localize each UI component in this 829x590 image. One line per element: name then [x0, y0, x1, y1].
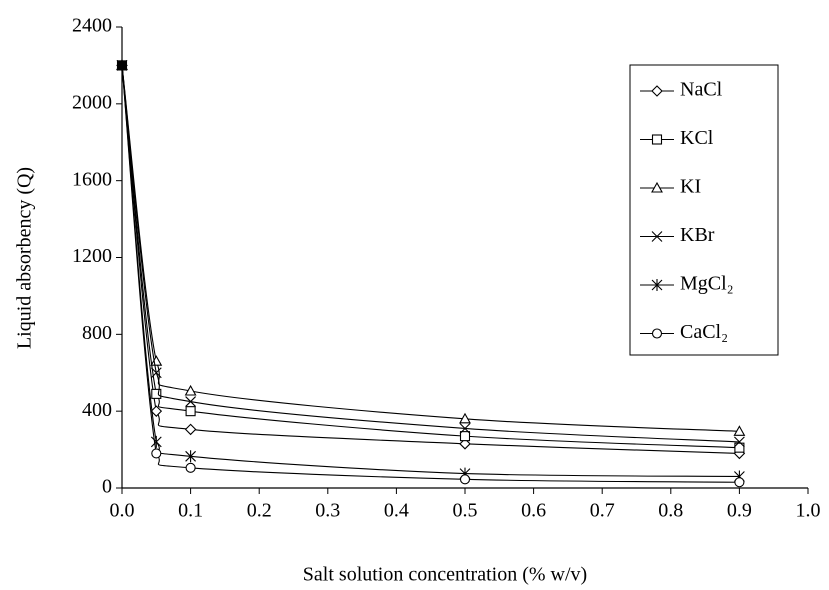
- marker: [459, 438, 471, 450]
- origin-marker: [117, 60, 127, 71]
- marker: [150, 435, 162, 448]
- x-tick-label: 0.1: [178, 500, 203, 522]
- marker: [150, 355, 163, 366]
- x-axis-label: Salt solution concentration (% w/v): [303, 564, 587, 586]
- marker: [651, 134, 663, 145]
- legend-label: NaCl: [680, 79, 723, 101]
- y-tick-label: 0: [102, 476, 112, 498]
- x-tick-label: 0.7: [590, 500, 615, 522]
- y-tick-label: 1200: [72, 245, 112, 267]
- marker: [184, 423, 197, 436]
- marker: [734, 442, 745, 453]
- marker: [651, 279, 663, 291]
- marker: [185, 396, 196, 407]
- marker: [185, 406, 196, 417]
- x-tick-label: 0.5: [453, 500, 478, 522]
- x-tick-label: 0.2: [247, 500, 272, 522]
- legend-label: KBr: [680, 224, 715, 246]
- marker: [733, 425, 746, 436]
- legend: NaCl KCl KI KBr MgCl₂ CaCl₂: [629, 64, 779, 356]
- series-line: [121, 65, 740, 432]
- marker: [651, 181, 663, 193]
- series-line: [121, 65, 740, 454]
- series-line: [121, 65, 740, 443]
- marker: [459, 412, 471, 424]
- series-line: [121, 65, 740, 483]
- marker: [459, 431, 471, 442]
- x-tick-label: 0.3: [315, 500, 340, 522]
- legend-label: KCl: [680, 127, 714, 149]
- y-tick-label: 800: [82, 322, 112, 344]
- marker: [151, 448, 162, 459]
- marker: [185, 462, 196, 473]
- y-tick-label: 400: [82, 399, 112, 421]
- x-tick-label: 0.8: [658, 500, 683, 522]
- legend-label: KI: [680, 176, 701, 198]
- legend-box: [629, 64, 779, 356]
- marker: [185, 450, 196, 463]
- marker: [151, 388, 162, 399]
- marker: [651, 328, 663, 339]
- marker: [459, 474, 471, 485]
- marker: [651, 85, 663, 97]
- x-tick-label: 0.0: [110, 500, 135, 522]
- marker: [150, 405, 163, 417]
- legend-label: CaCl₂: [680, 321, 728, 343]
- y-tick-label: 1600: [72, 168, 112, 190]
- marker: [150, 367, 162, 379]
- series-line: [121, 65, 740, 449]
- marker: [459, 423, 471, 434]
- legend-label: MgCl₂: [680, 273, 734, 295]
- marker: [651, 231, 663, 242]
- y-tick-label: 2000: [72, 91, 112, 113]
- x-tick-label: 0.6: [521, 500, 546, 522]
- x-tick-label: 0.4: [384, 500, 409, 522]
- x-tick-label: 0.9: [727, 500, 752, 522]
- marker: [184, 384, 197, 396]
- marker: [734, 436, 745, 448]
- x-tick-label: 1.0: [796, 500, 821, 522]
- y-tick-label: 2400: [72, 15, 112, 37]
- y-axis-label: Liquid absorbency (Q): [14, 167, 36, 349]
- marker: [734, 477, 745, 488]
